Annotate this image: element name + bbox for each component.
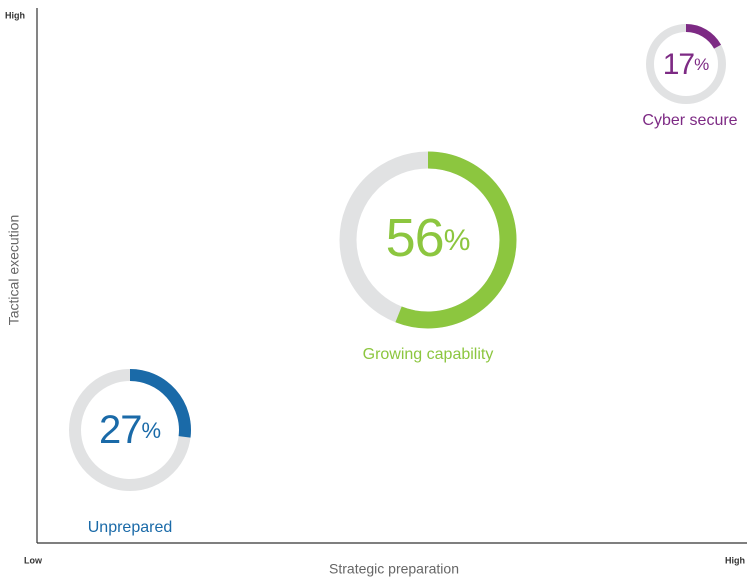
value-unit: % [694,55,709,74]
donut-arc [129,369,191,438]
value-label: 17% [663,48,710,81]
x-high-label: High [725,555,745,565]
x-axis-label: Strategic preparation [329,561,459,577]
donut-arc [685,24,722,49]
value-label: 27% [99,408,161,452]
value-unit: % [141,418,161,443]
x-low-label: Low [24,555,43,565]
value-number: 27 [99,408,142,452]
donut-name: Unprepared [88,519,173,536]
value-number: 56 [386,208,444,268]
value-number: 17 [663,48,695,81]
y-axis-label: Tactical execution [6,215,22,326]
value-unit: % [444,224,471,257]
donut-name: Cyber secure [642,112,737,129]
donut-name: Growing capability [363,346,494,363]
value-label: 56% [386,208,471,268]
donut-arc [395,151,517,329]
y-high-label: High [5,10,25,20]
